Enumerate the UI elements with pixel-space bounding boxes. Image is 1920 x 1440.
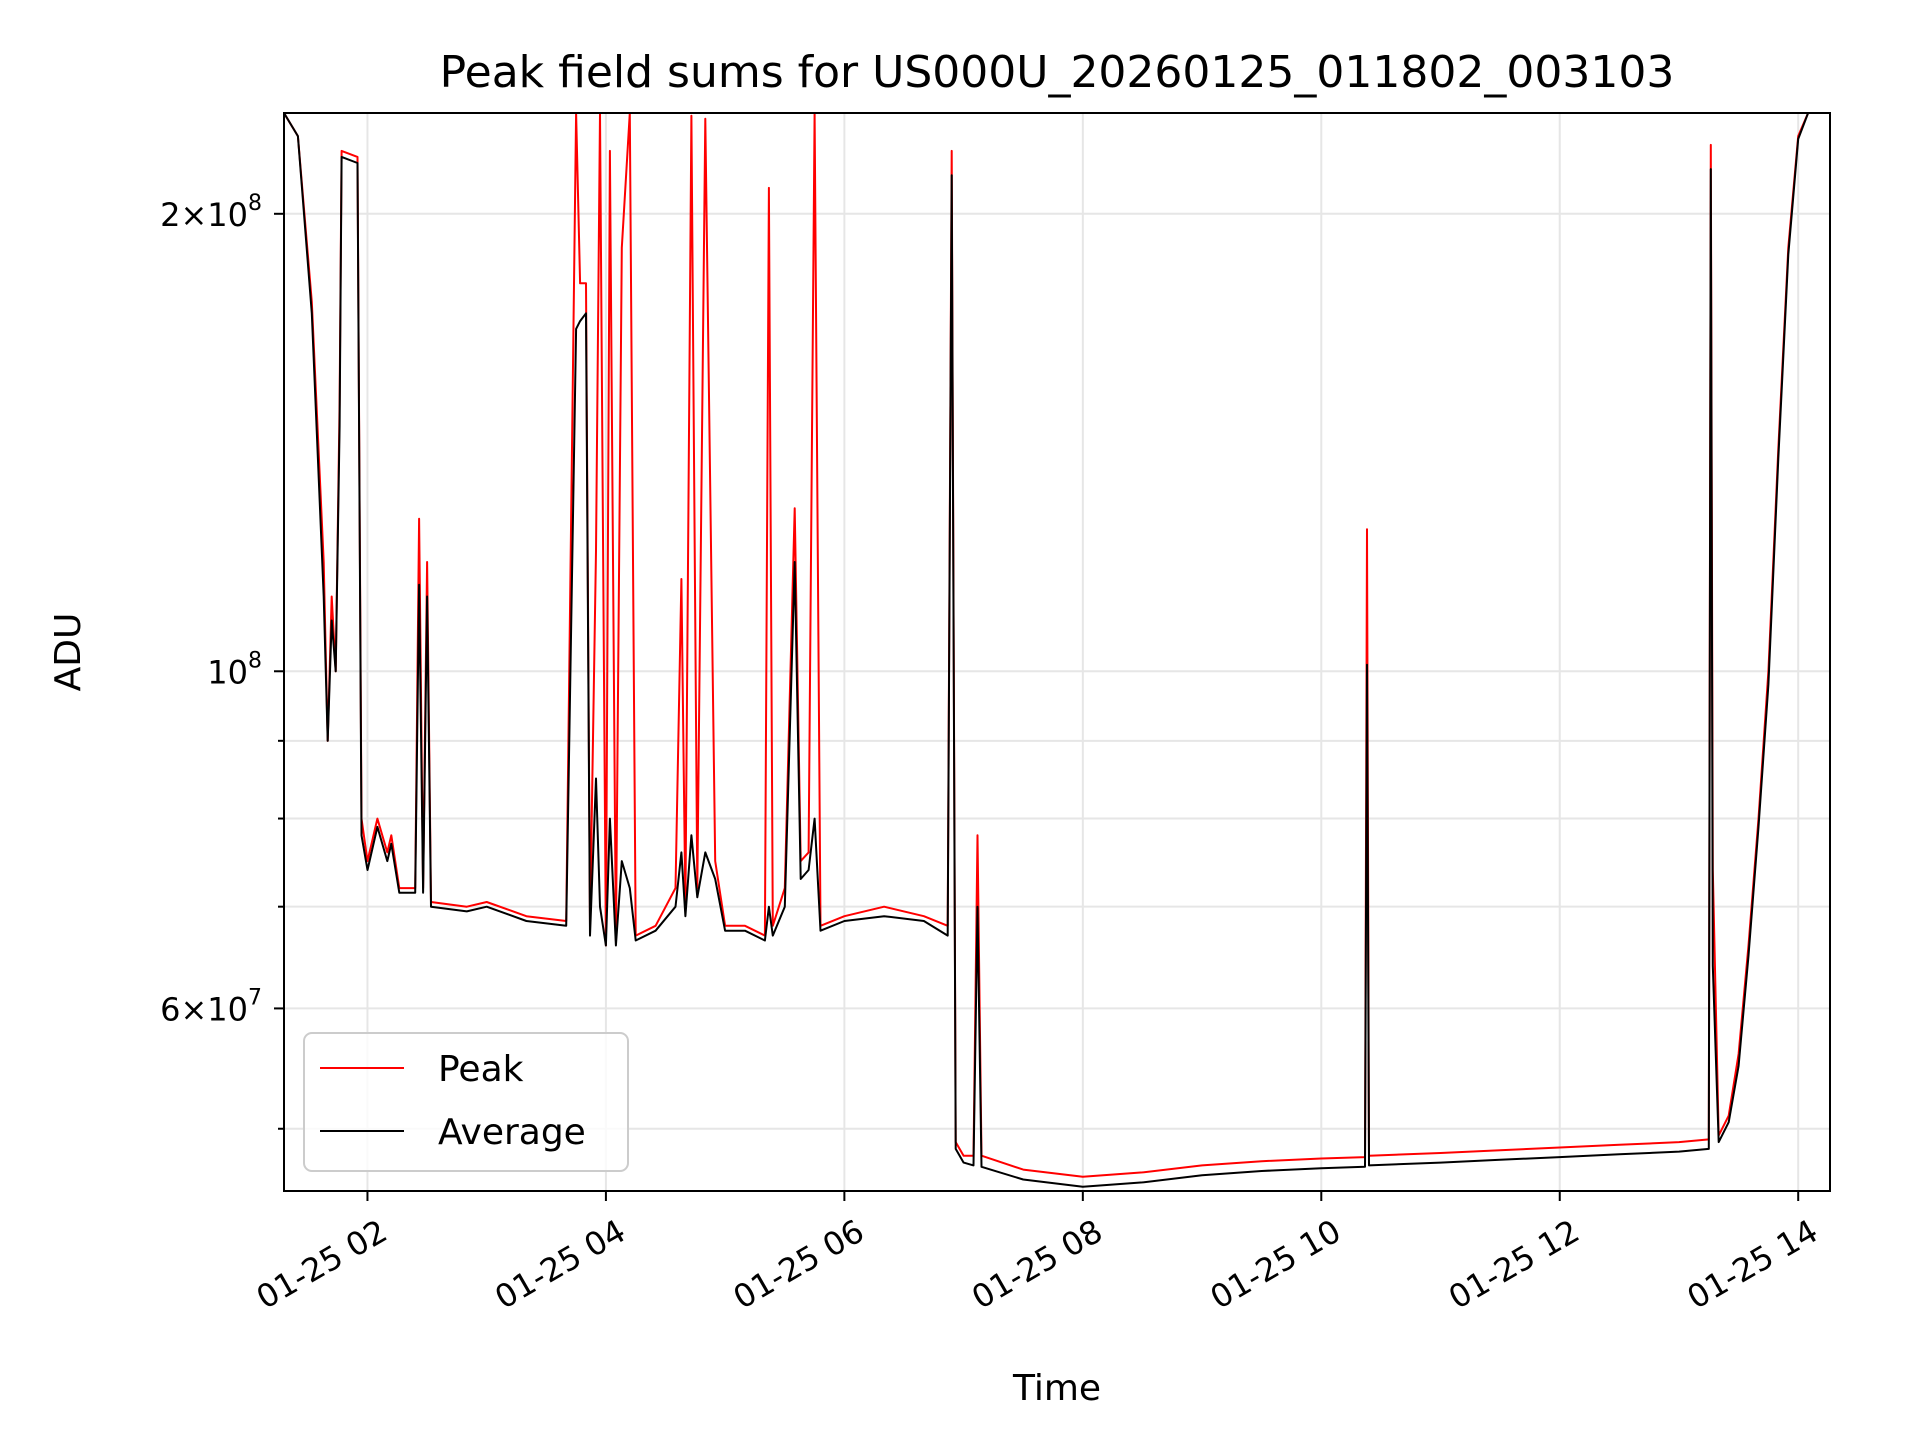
y-tick-label: 2×108: [160, 191, 262, 234]
legend[interactable]: Peak Average: [303, 1032, 629, 1172]
x-axis-label: Time: [1012, 1368, 1101, 1409]
legend-average-label: Average: [438, 1112, 586, 1153]
series-peak-line: [284, 113, 1810, 1178]
plot-area: [284, 113, 1810, 1188]
grid: [284, 113, 1830, 1191]
y-tick-label: 108: [207, 648, 262, 691]
y-axis-label: ADU: [48, 613, 89, 692]
legend-peak-label: Peak: [438, 1049, 524, 1090]
y-tick-label: 6×107: [160, 985, 262, 1028]
y-axis: 6×107 108 2×108: [160, 191, 284, 1130]
chart-title: Peak field sums for US000U_20260125_0118…: [440, 47, 1675, 98]
plot-frame: [283, 112, 1831, 1192]
series-average-line: [284, 113, 1810, 1188]
